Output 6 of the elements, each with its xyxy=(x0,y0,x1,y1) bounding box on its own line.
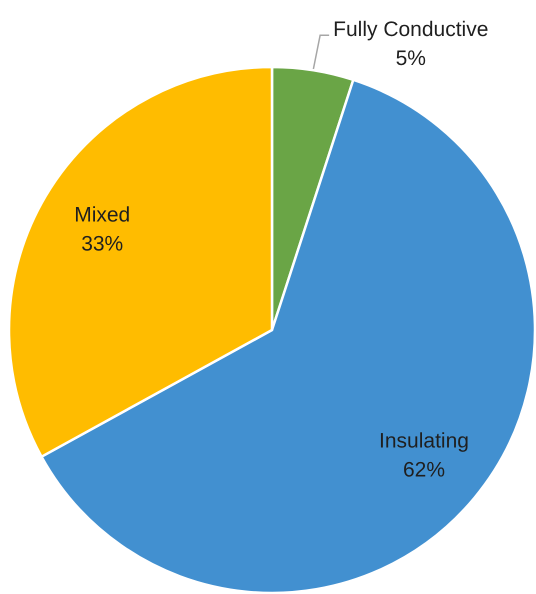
slice-label: Insulating xyxy=(379,430,469,453)
slice-label: Fully Conductive xyxy=(333,18,488,42)
slice-label: Mixed xyxy=(74,204,130,227)
data-label: 62% xyxy=(402,458,445,482)
data-label: 5% xyxy=(396,47,426,70)
data-label: 33% xyxy=(81,232,124,256)
